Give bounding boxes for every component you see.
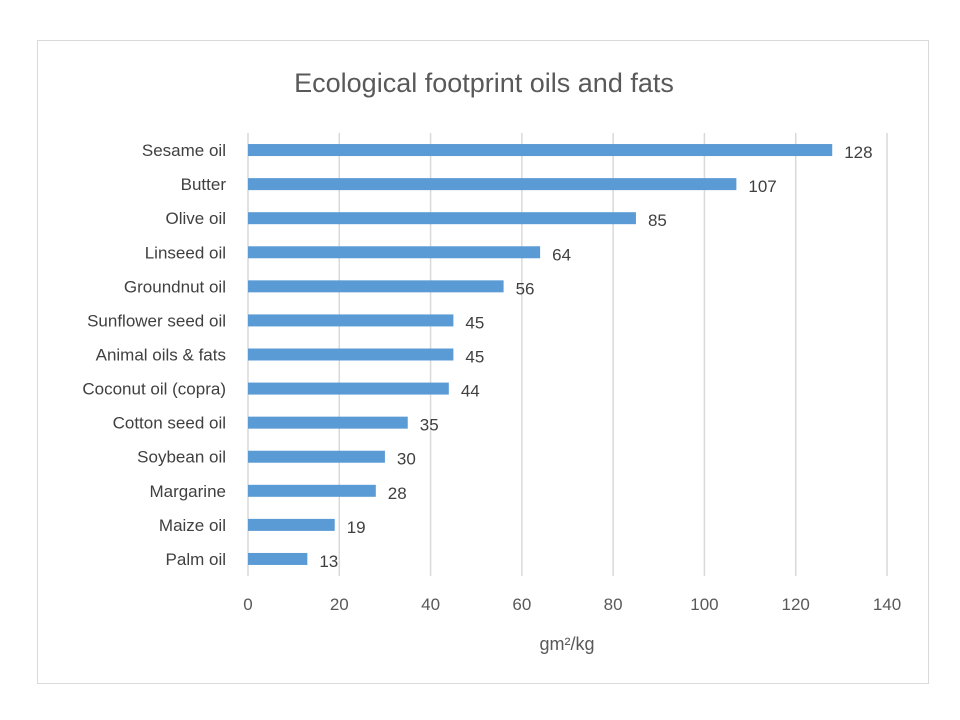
- x-tick-label: 20: [330, 595, 349, 614]
- bar: [248, 246, 541, 259]
- bar: [248, 416, 408, 429]
- bar: [248, 382, 449, 395]
- bar: [248, 314, 454, 327]
- category-label: Soybean oil: [137, 448, 226, 467]
- bar: [248, 144, 833, 157]
- category-label: Cotton seed oil: [113, 414, 226, 433]
- x-axis-title: gm²/kg: [539, 634, 594, 654]
- x-tick-label: 120: [782, 595, 810, 614]
- bar: [248, 484, 376, 497]
- data-label: 56: [516, 279, 535, 298]
- x-tick-labels: 0 20 40 60 80 100 120 140: [243, 595, 901, 614]
- x-tick-label: 140: [873, 595, 901, 614]
- category-label: Groundnut oil: [124, 277, 226, 296]
- data-label: 45: [465, 313, 484, 332]
- bar: [248, 552, 308, 565]
- x-tick-label: 0: [243, 595, 252, 614]
- x-tick-label: 100: [690, 595, 718, 614]
- data-label: 13: [319, 552, 338, 571]
- bar: [248, 348, 454, 361]
- category-label: Margarine: [149, 482, 226, 501]
- bar: [248, 178, 737, 191]
- bar-chart: Ecological footprint oils and fats Sesam…: [82, 68, 901, 654]
- data-label: 19: [347, 518, 366, 537]
- data-label: 128: [844, 143, 872, 162]
- data-label: 28: [388, 484, 407, 503]
- bar: [248, 280, 504, 293]
- chart-frame: Ecological footprint oils and fats Sesam…: [37, 40, 929, 684]
- bars: [248, 144, 833, 565]
- data-label: 30: [397, 450, 416, 469]
- category-label: Animal oils & fats: [96, 346, 226, 365]
- data-label: 35: [420, 416, 439, 435]
- category-label: Linseed oil: [145, 243, 226, 262]
- x-tick-label: 80: [604, 595, 623, 614]
- data-label: 107: [748, 177, 776, 196]
- bar: [248, 212, 636, 225]
- data-label: 64: [552, 245, 571, 264]
- category-label: Butter: [181, 175, 227, 194]
- category-label: Sesame oil: [142, 141, 226, 160]
- category-labels: Sesame oil Butter Olive oil Linseed oil Grou…: [82, 141, 226, 569]
- category-label: Sunflower seed oil: [87, 311, 226, 330]
- category-label: Maize oil: [159, 516, 226, 535]
- category-label: Coconut oil (copra): [82, 380, 226, 399]
- data-label: 85: [648, 211, 667, 230]
- bar: [248, 518, 335, 531]
- category-label: Olive oil: [166, 209, 226, 228]
- x-tick-label: 60: [512, 595, 531, 614]
- x-tick-label: 40: [421, 595, 440, 614]
- data-label: 44: [461, 382, 480, 401]
- data-label: 45: [465, 348, 484, 367]
- category-label: Palm oil: [166, 550, 226, 569]
- chart-title: Ecological footprint oils and fats: [294, 68, 674, 98]
- bar: [248, 450, 385, 463]
